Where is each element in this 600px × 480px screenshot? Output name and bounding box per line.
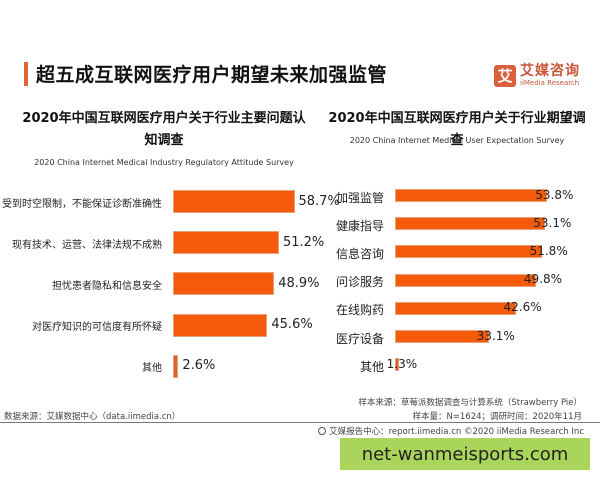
bar bbox=[395, 301, 516, 315]
right-chart-subtitle: 2020 China Internet Medical User Expecta… bbox=[349, 136, 565, 145]
bar bbox=[173, 354, 179, 378]
title-accent-bar bbox=[24, 62, 28, 86]
bar bbox=[173, 231, 279, 255]
left-chart-title-line2: 知调查 bbox=[144, 133, 184, 148]
bar-label: 问诊服务 bbox=[335, 275, 384, 290]
logo-name-cn: 艾媒咨询 bbox=[520, 63, 580, 79]
bar bbox=[395, 245, 542, 259]
logo-name-en: iiMedia Research bbox=[520, 79, 580, 87]
bar-value-label: 58.7% bbox=[298, 193, 340, 209]
globe-icon bbox=[318, 427, 327, 435]
bar bbox=[395, 273, 536, 287]
bar-label: 其他 bbox=[142, 363, 162, 375]
watermark-banner: net-wanmeisports.com bbox=[340, 438, 590, 470]
iimedia-logo: 艾 艾媒咨询 iiMedia Research bbox=[494, 64, 580, 87]
bar bbox=[173, 190, 295, 213]
left-chart-title-line1: 2020年中国互联网医疗用户关于行业主要问题认 bbox=[22, 111, 306, 126]
bar-label: 健康指导 bbox=[335, 218, 384, 233]
bar bbox=[395, 330, 489, 343]
page-title: 超五成互联网医疗用户期望未来加强监管 bbox=[36, 64, 388, 86]
bar-value-label: 42.6% bbox=[503, 300, 542, 315]
watermark-text: net-wanmeisports.com bbox=[361, 443, 569, 465]
right-chart-title: 2020年中国互联网医疗用户关于行业期望调查 bbox=[328, 111, 586, 148]
footer-divider bbox=[0, 422, 600, 423]
bar-value-label: 53.1% bbox=[533, 215, 572, 230]
bar-label: 医疗设备 bbox=[335, 331, 384, 346]
bar-label: 现有技术、运营、法律法规不成熟 bbox=[12, 239, 162, 251]
bar bbox=[395, 217, 546, 231]
left-chart-subtitle: 2020 China Internet Medical Industry Reg… bbox=[34, 158, 294, 167]
bar-value-label: 51.8% bbox=[529, 243, 568, 258]
bar bbox=[395, 189, 548, 202]
bar-value-label: 49.8% bbox=[523, 272, 563, 287]
bar-label: 信息咨询 bbox=[335, 246, 384, 261]
iimedia-logo-icon: 艾 bbox=[494, 64, 516, 87]
bar-value-label: 45.6% bbox=[271, 317, 313, 333]
bar-value-label: 1.3% bbox=[386, 356, 418, 371]
bar-label: 其他 bbox=[359, 359, 384, 374]
data-source: 数据来源：艾媒数据中心（data.iimedia.cn） bbox=[4, 412, 181, 422]
bar bbox=[395, 358, 399, 372]
report-center: 艾媒报告中心：report.iimedia.cn ©2020 iiMedia R… bbox=[318, 425, 584, 437]
bar bbox=[173, 313, 268, 337]
bar-value-label: 33.1% bbox=[476, 328, 515, 343]
bar-value-label: 48.9% bbox=[278, 275, 320, 291]
report-center-text: 艾媒报告中心：report.iimedia.cn ©2020 iiMedia R… bbox=[329, 427, 584, 437]
bar-value-label: 53.8% bbox=[535, 187, 574, 202]
bar-label: 加强监管 bbox=[335, 190, 384, 205]
sample-size: 样本量：N=1624；调研时间：2020年11月 bbox=[412, 412, 582, 422]
bar-label: 受到时空限制，不能保证诊断准确性 bbox=[2, 198, 162, 210]
bar-label: 担忧患者隐私和信息安全 bbox=[52, 280, 162, 292]
bar-label: 在线购药 bbox=[335, 303, 384, 318]
bar bbox=[173, 272, 275, 296]
bar-label: 对医疗知识的可信度有所怀疑 bbox=[32, 322, 162, 334]
bar-value-label: 51.2% bbox=[282, 234, 325, 250]
bar-value-label: 2.6% bbox=[182, 358, 216, 374]
sample-source: 样本来源：草莓派数据调查与计算系统（Strawberry Pie） bbox=[358, 398, 582, 408]
